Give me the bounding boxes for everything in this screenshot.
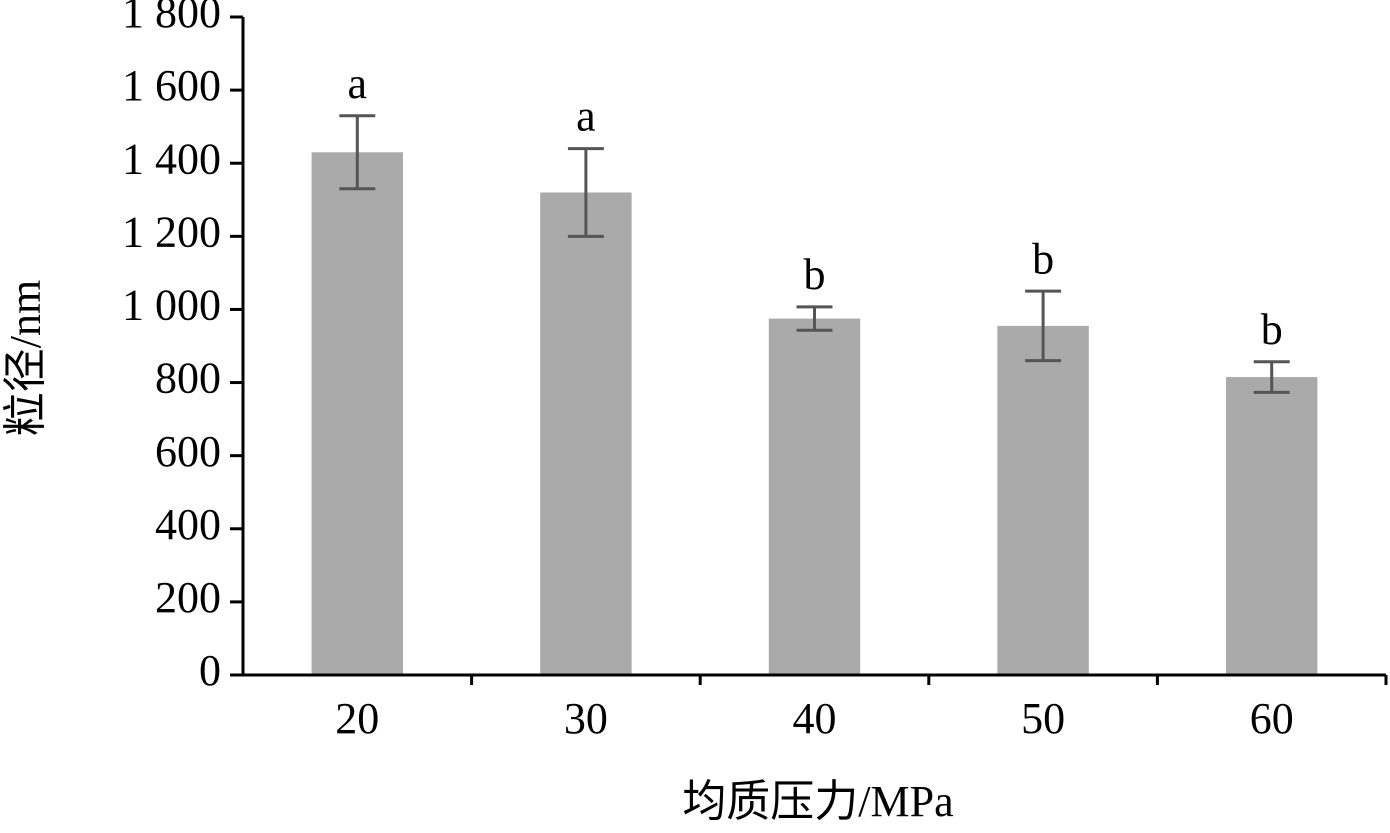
x-axis-label: 均质压力/MPa (682, 777, 953, 826)
y-axis-label: 粒径/nm (1, 280, 50, 436)
error-bar (796, 305, 833, 332)
bar (311, 152, 404, 675)
significance-letter: b (804, 250, 826, 299)
x-tick-label: 40 (793, 694, 837, 743)
y-tick-label: 1 000 (122, 281, 221, 330)
bar (997, 325, 1089, 675)
y-tick-label: 0 (199, 646, 221, 695)
y-tick-label: 1 800 (122, 0, 221, 37)
y-tick-label: 800 (155, 354, 221, 403)
y-tick-label: 200 (155, 573, 221, 622)
y-tick-label: 1 200 (122, 207, 221, 256)
error-bar (567, 147, 604, 238)
y-tick-label: 600 (155, 427, 221, 476)
bar (1225, 377, 1318, 675)
x-tick-label: 30 (564, 694, 608, 743)
x-tick-label: 50 (1021, 694, 1065, 743)
error-bar (339, 114, 376, 191)
x-tick-label: 60 (1250, 694, 1294, 743)
y-tick-label: 1 400 (122, 134, 221, 183)
significance-letter: b (1032, 234, 1054, 283)
bar (768, 318, 861, 675)
error-bar (1025, 289, 1062, 363)
significance-letter: a (576, 92, 596, 141)
bar (540, 192, 632, 675)
significance-letter: a (348, 59, 368, 108)
x-tick-label: 20 (335, 694, 379, 743)
error-bar (1253, 360, 1290, 394)
y-tick-label: 1 600 (122, 61, 221, 110)
y-tick-label: 400 (155, 500, 221, 549)
significance-letter: b (1261, 305, 1283, 354)
